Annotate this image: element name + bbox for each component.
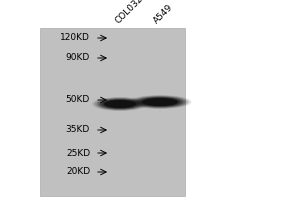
- Text: 120KD: 120KD: [60, 33, 90, 43]
- Ellipse shape: [102, 99, 138, 109]
- Bar: [40, 28, 185, 196]
- Ellipse shape: [142, 98, 178, 106]
- Text: COL0320: COL0320: [114, 0, 149, 25]
- Text: 35KD: 35KD: [66, 126, 90, 134]
- Ellipse shape: [134, 96, 186, 108]
- Ellipse shape: [99, 99, 141, 109]
- Ellipse shape: [97, 98, 143, 110]
- Ellipse shape: [139, 97, 181, 107]
- Ellipse shape: [142, 98, 178, 106]
- Ellipse shape: [94, 98, 146, 110]
- Text: 90KD: 90KD: [66, 53, 90, 62]
- Ellipse shape: [104, 100, 136, 108]
- Ellipse shape: [136, 97, 183, 107]
- Ellipse shape: [128, 95, 191, 109]
- Ellipse shape: [104, 100, 136, 108]
- Text: A549: A549: [152, 2, 174, 25]
- Ellipse shape: [92, 97, 148, 111]
- Text: 50KD: 50KD: [66, 96, 90, 104]
- Text: 20KD: 20KD: [66, 168, 90, 176]
- Text: 25KD: 25KD: [66, 148, 90, 158]
- Ellipse shape: [131, 96, 189, 108]
